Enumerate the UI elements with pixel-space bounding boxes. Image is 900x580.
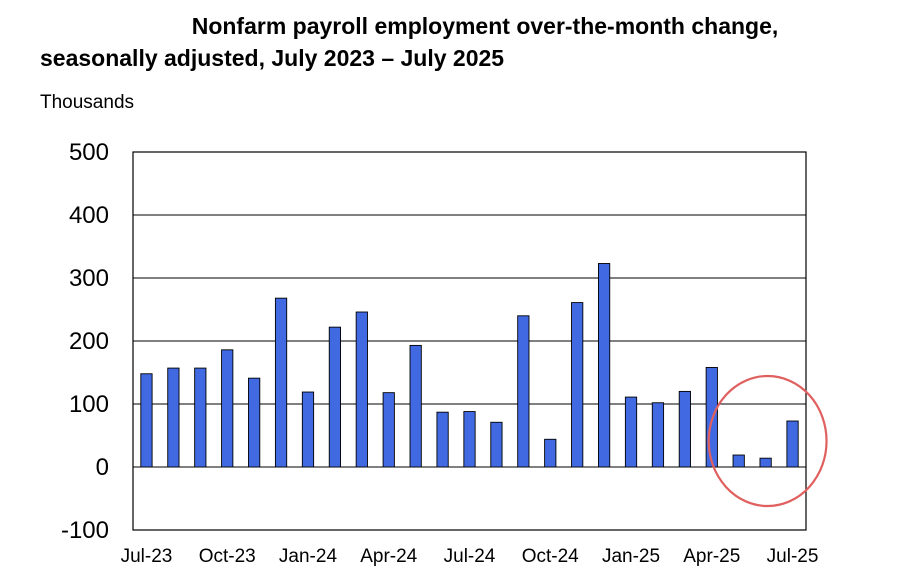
- bars: [140, 263, 799, 468]
- x-tick-label: Apr-24: [360, 546, 417, 567]
- y-tick-labels: -100 0 100 200 300 400 500: [61, 139, 109, 544]
- x-tick-label: Oct-23: [199, 546, 256, 567]
- bar-aug-24: [490, 421, 503, 468]
- bar-dec-24: [597, 263, 611, 468]
- bar-feb-25: [651, 402, 665, 468]
- bar-jul-25: [786, 420, 799, 468]
- chart-title-line-1: Nonfarm payroll employment over-the-mont…: [191, 13, 779, 39]
- bar-mar-25: [678, 390, 691, 468]
- y-tick-label: 300: [69, 265, 109, 292]
- bar-jul-24: [463, 411, 476, 468]
- bar-may-25: [732, 454, 745, 468]
- bar-jan-24: [301, 391, 315, 468]
- bar-jul-23: [140, 373, 153, 468]
- bar-oct-24: [544, 438, 557, 468]
- highlight-circle: [707, 374, 828, 508]
- bar-jan-25: [624, 396, 638, 468]
- y-tick-label: 400: [69, 202, 109, 229]
- x-tick-label: Jul-25: [767, 546, 819, 567]
- bar-feb-24: [328, 326, 342, 468]
- bar-mar-24: [355, 311, 368, 468]
- x-tick-label: Oct-24: [522, 546, 579, 567]
- bar-nov-23: [248, 377, 261, 468]
- y-tick-label: 500: [69, 139, 109, 166]
- bar-sep-24: [517, 315, 530, 468]
- plot-frame: [132, 151, 807, 531]
- bar-jun-25: [759, 457, 772, 468]
- x-tick-label: Jul-24: [444, 546, 496, 567]
- bar-jun-24: [436, 411, 449, 468]
- x-tick-labels: Jul-23 Oct-23 Jan-24 Apr-24 Jul-24 Oct-24 Jan-…: [121, 546, 819, 567]
- y-tick-label: 200: [69, 328, 109, 355]
- x-tick-label: Jul-23: [121, 546, 173, 567]
- x-tick-label: Apr-25: [683, 546, 740, 567]
- bar-oct-23: [221, 349, 234, 468]
- bar-nov-24: [571, 302, 584, 468]
- chart-title-line-2: seasonally adjusted, July 2023 – July 20…: [40, 45, 505, 71]
- bar-dec-23: [274, 297, 288, 468]
- chart-title: Nonfarm payroll employment over-the-mont…: [0, 10, 900, 74]
- y-tick-label: -100: [61, 517, 109, 544]
- gridlines: [133, 214, 806, 468]
- bar-aug-23: [167, 367, 180, 468]
- y-tick-label: 100: [69, 391, 109, 418]
- x-tick-label: Jan-24: [279, 546, 338, 567]
- bar-may-24: [409, 344, 422, 468]
- y-axis-label: Thousands: [40, 92, 135, 113]
- y-tick-label: 0: [96, 454, 109, 481]
- x-tick-label: Jan-25: [602, 546, 660, 567]
- bar-sep-23: [194, 367, 207, 468]
- bar-apr-24: [382, 392, 395, 468]
